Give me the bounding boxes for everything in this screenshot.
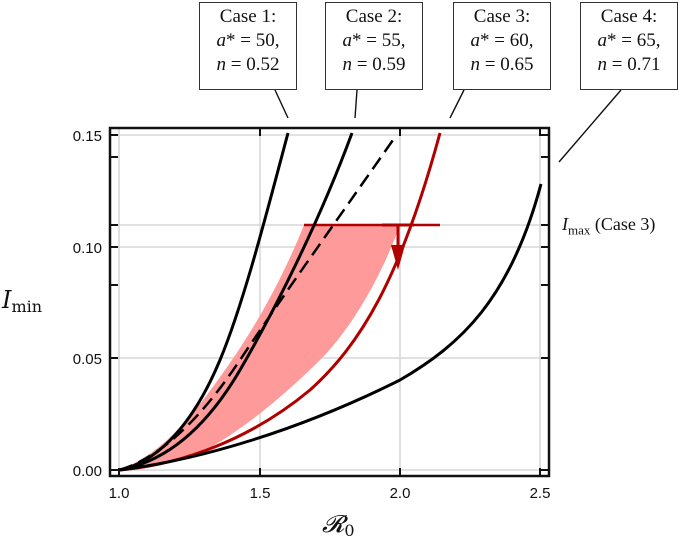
x-axis-title: 𝓡0	[322, 510, 355, 540]
plot-frame	[108, 126, 551, 478]
shaded-region	[119, 225, 400, 470]
case-title: Case 4:	[600, 6, 658, 27]
x-tick-label: 1.0	[109, 485, 130, 502]
case-title: Case 3:	[473, 6, 531, 27]
case-title: Case 2:	[345, 6, 403, 27]
case-1-label-box: Case 1: a* = 50, n = 0.52	[199, 2, 297, 90]
imax-annotation: Imax (Case 3)	[562, 214, 656, 238]
curve-dashed-boundary	[118, 139, 395, 472]
x-tick-label: 1.5	[250, 485, 271, 502]
arrow-down-icon	[391, 245, 405, 270]
case-4-label-box: Case 4: a* = 65, n = 0.71	[580, 2, 678, 90]
x-tick-label: 2.0	[390, 485, 411, 502]
case-title: Case 1:	[219, 6, 277, 27]
curve-case-2	[118, 132, 354, 472]
y-tick-label: 0.10	[73, 240, 102, 257]
y-axis-title: Imin	[1, 286, 42, 316]
y-tick-label: 0.00	[73, 463, 102, 480]
curve-case-4	[118, 183, 543, 472]
axis-ticks	[110, 128, 549, 476]
leader-lines	[274, 89, 622, 163]
y-tick-label: 0.15	[73, 128, 102, 145]
gridlines	[110, 128, 549, 476]
case-2-label-box: Case 2: a* = 55, n = 0.59	[325, 2, 423, 90]
x-tick-label: 2.5	[530, 485, 551, 502]
case-3-label-box: Case 3: a* = 60, n = 0.65	[453, 2, 551, 90]
y-tick-label: 0.05	[73, 351, 102, 368]
